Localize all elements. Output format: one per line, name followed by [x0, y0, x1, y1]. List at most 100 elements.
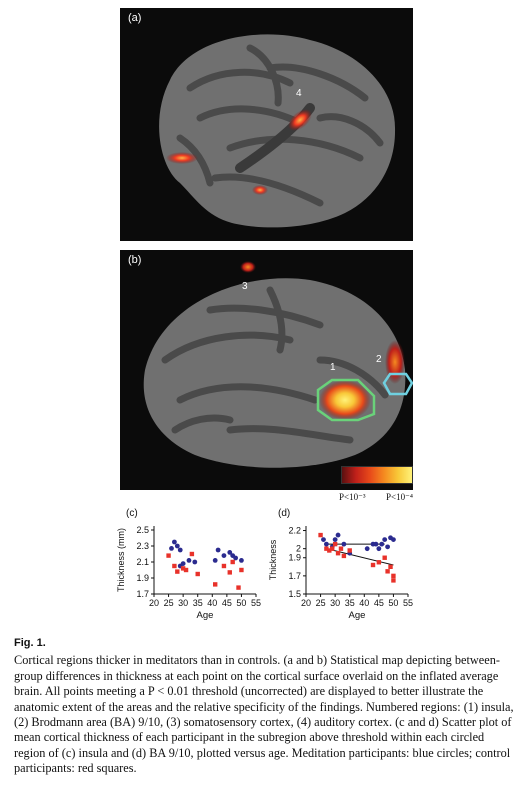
- x-tick-label: 35: [193, 598, 203, 608]
- y-tick-label: 1.5: [288, 589, 301, 599]
- region-3-activation: [240, 261, 256, 273]
- control-point: [172, 563, 177, 569]
- y-tick-label: 2.1: [136, 557, 149, 567]
- x-tick-label: 50: [236, 598, 246, 608]
- meditation-point: [212, 558, 218, 563]
- meditation-point: [172, 539, 177, 545]
- control-point: [183, 567, 189, 573]
- meditation-point: [186, 558, 192, 563]
- control-point: [370, 562, 376, 568]
- x-tick-label: 35: [345, 598, 355, 608]
- chart-c-y-label: Thickness (mm): [116, 528, 126, 592]
- control-point: [391, 573, 396, 579]
- chart-c-panel-label: (c): [126, 508, 138, 519]
- region-label-4: 4: [296, 88, 302, 99]
- activation-spot: [166, 152, 198, 164]
- y-tick-label: 1.9: [136, 573, 149, 583]
- scatter-chart-ba910: (d) 20 25 30 35 40 45 50 55 1.5 1.7 1.92 2.2 Age Thick…: [268, 508, 413, 621]
- meditation-point: [391, 537, 396, 542]
- region-4-activation: [288, 109, 312, 131]
- ba910-outline: [382, 372, 413, 396]
- region-label-3: 3: [242, 281, 248, 292]
- control-point: [189, 551, 195, 557]
- control-point: [213, 582, 218, 587]
- brain-map-panel-b: (b) 3 1 2: [120, 250, 413, 490]
- control-point: [332, 541, 338, 547]
- control-point: [335, 551, 341, 556]
- y-tick-label: 1.9: [288, 553, 301, 563]
- meditation-point: [379, 541, 385, 547]
- y-tick-label: 2: [296, 544, 301, 554]
- chart-d-panel-label: (d): [278, 508, 290, 519]
- meditation-point: [233, 555, 238, 561]
- meditation-point: [324, 541, 329, 547]
- meditation-point: [239, 558, 244, 563]
- control-point: [175, 569, 180, 574]
- meditation-point: [180, 561, 186, 566]
- x-tick-label: 25: [164, 598, 174, 608]
- x-tick-label: 45: [374, 598, 384, 608]
- control-point: [327, 548, 332, 553]
- meditation-point: [341, 541, 347, 547]
- scatter-chart-insula: (c) 20 25 30 35 40 45 50 55 1.7 1.9 2.1 2.3 2.5 Age Thi…: [116, 508, 261, 621]
- x-tick-label: 45: [222, 598, 232, 608]
- control-point: [166, 553, 171, 558]
- control-point: [236, 585, 241, 590]
- x-tick-label: 50: [388, 598, 398, 608]
- colorbar-low-label: P<10⁻³: [339, 492, 366, 502]
- meditation-point: [364, 546, 370, 552]
- control-point: [385, 569, 390, 574]
- x-tick-label: 40: [359, 598, 369, 608]
- control-point: [239, 567, 244, 573]
- control-point: [227, 570, 232, 575]
- meditation-point: [332, 537, 338, 542]
- x-tick-label: 30: [330, 598, 340, 608]
- activation-spot: [252, 185, 268, 195]
- meditation-point: [215, 547, 221, 553]
- meditation-point: [385, 544, 390, 550]
- meditation-point: [192, 559, 198, 565]
- figure-label: Fig. 1.: [14, 637, 46, 649]
- meditation-point: [227, 550, 233, 555]
- panel-a-label: (a): [128, 12, 142, 24]
- y-tick-label: 1.7: [288, 571, 301, 581]
- control-point: [330, 546, 335, 551]
- x-tick-label: 20: [149, 598, 159, 608]
- caption-text: Cortical regions thicker in meditators t…: [14, 653, 514, 776]
- meditation-point: [321, 537, 326, 542]
- x-tick-label: 20: [301, 598, 311, 608]
- control-point: [180, 566, 186, 571]
- x-tick-label: 25: [316, 598, 326, 608]
- region-1-activation: [319, 380, 371, 420]
- control-point: [318, 532, 323, 538]
- control-point: [338, 546, 344, 551]
- meditation-point: [376, 546, 382, 552]
- control-point: [341, 553, 347, 559]
- colorbar-high-label: P<10⁻⁴: [386, 492, 413, 502]
- x-tick-label: 55: [251, 598, 261, 608]
- control-point: [324, 546, 329, 551]
- y-tick-label: 1.7: [136, 589, 149, 599]
- x-tick-label: 55: [403, 598, 413, 608]
- panel-b-label: (b): [128, 254, 142, 266]
- significance-colorbar: [341, 466, 413, 484]
- meditation-point: [335, 532, 341, 538]
- control-point: [230, 559, 235, 565]
- region-label-2: 2: [376, 354, 382, 365]
- meditation-point: [169, 546, 174, 551]
- chart-d-x-label: Age: [349, 610, 366, 621]
- chart-c-x-label: Age: [197, 610, 214, 621]
- control-point: [376, 560, 382, 565]
- brain-surface-a: [159, 34, 396, 228]
- meditation-point: [174, 543, 180, 549]
- meditation-point: [382, 537, 388, 542]
- control-point: [382, 555, 387, 560]
- y-tick-label: 2.3: [136, 541, 149, 551]
- insula-outline: [316, 378, 376, 422]
- control-point: [347, 548, 352, 553]
- x-tick-label: 40: [207, 598, 217, 608]
- control-point: [388, 564, 393, 569]
- y-tick-label: 2.5: [136, 525, 149, 535]
- meditation-point: [177, 547, 183, 553]
- control-point: [221, 563, 227, 569]
